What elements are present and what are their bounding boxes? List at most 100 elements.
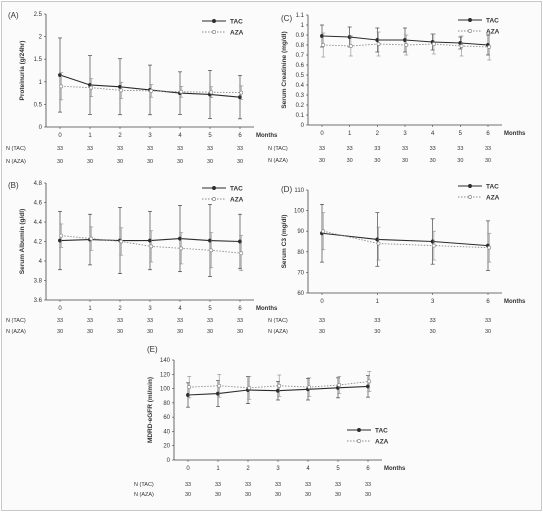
n-row-value: 33	[374, 318, 380, 324]
n-row-value: 33	[237, 146, 243, 152]
n-row-value: 30	[215, 492, 221, 498]
legend: TAC AZA	[458, 18, 500, 36]
x-tick-label: 3	[148, 306, 152, 312]
data-point	[431, 243, 436, 248]
y-tick-label: 1.1	[296, 13, 305, 19]
series-aza	[187, 371, 372, 400]
legend-label-aza: AZA	[230, 197, 244, 204]
series-aza	[59, 72, 244, 101]
y-axis-label: Serum C3 (mg/dl)	[281, 215, 288, 269]
n-row-value: 33	[147, 146, 153, 152]
y-tick-label: 0.8	[296, 43, 305, 49]
y-tick-label: 120	[160, 372, 171, 378]
series-line	[323, 230, 490, 249]
data-point	[149, 88, 154, 93]
data-point	[376, 241, 381, 246]
data-point	[119, 88, 124, 93]
y-tick-label: 40	[163, 429, 170, 435]
legend-marker-aza	[357, 439, 361, 443]
n-row-value: 33	[177, 146, 183, 152]
n-row-value: 30	[57, 329, 63, 335]
y-tick-label: 60	[163, 415, 170, 421]
data-point	[58, 238, 62, 243]
y-tick-label: 3.6	[34, 298, 43, 304]
n-row-value: 30	[177, 329, 183, 335]
y-tick-label: 0.3	[296, 93, 305, 99]
n-row-value: 30	[207, 159, 213, 165]
n-row-value: 30	[319, 329, 325, 335]
x-tick-label: 1	[88, 133, 92, 139]
x-tick-label: 6	[486, 131, 490, 137]
n-row-value: 33	[402, 146, 408, 152]
x-tick-label: 1	[88, 306, 92, 312]
data-point	[337, 383, 342, 387]
y-tick-label: 0	[301, 123, 305, 129]
legend-marker-tac	[212, 19, 216, 23]
n-row-value: 33	[485, 146, 491, 152]
data-point	[179, 246, 184, 251]
x-tick-label: 1	[376, 299, 380, 305]
legend-marker-aza	[212, 30, 216, 34]
y-tick-label: 60	[297, 291, 304, 297]
y-axis-label: MDRD-eGFR (ml/min)	[147, 377, 154, 443]
n-row-value: 33	[215, 482, 221, 488]
data-point	[321, 43, 326, 47]
n-row-value: 33	[117, 146, 123, 152]
legend-label-aza: AZA	[486, 195, 500, 202]
y-tick-label: 140	[160, 358, 171, 364]
data-point	[307, 385, 312, 390]
y-axis-label: Proteinuria (g/24hr)	[19, 41, 26, 101]
n-row-value: 33	[57, 146, 63, 152]
n-row-value: 33	[430, 318, 436, 324]
y-tick-label: 3.8	[34, 279, 43, 285]
n-row-value: 30	[305, 492, 311, 498]
data-point	[366, 384, 370, 389]
series-tac	[320, 24, 490, 56]
n-row-value: 33	[365, 482, 371, 488]
n-row-value: 30	[485, 158, 491, 164]
n-row-value: 33	[430, 146, 436, 152]
x-tick-label: 2	[376, 131, 380, 137]
x-tick-label: 6	[486, 299, 490, 305]
legend-marker-tac	[468, 184, 472, 188]
y-tick-label: 90	[297, 229, 304, 235]
n-row-value: 33	[374, 146, 380, 152]
data-point	[239, 251, 244, 256]
n-row-label: N (AZA)	[268, 329, 288, 335]
data-point	[59, 84, 64, 89]
panel-c: (C) 0 0.1 0.2 0.3 0.4 0.5 0.6 0.7 0.8 0.9 1 1.1 Serum…	[268, 13, 526, 164]
y-tick-label: 2.5	[34, 12, 43, 18]
x-tick-label: 0	[58, 133, 62, 139]
panel-b: (B) 3.6 3.8 4 4.2 4.4 4.6 4.8 Serum Albumin (g/d…	[6, 181, 278, 335]
n-row-value: 33	[87, 146, 93, 152]
y-tick-label: 0.2	[296, 103, 305, 109]
x-tick-label: 0	[320, 299, 324, 305]
n-row-value: 33	[117, 318, 123, 324]
data-point	[187, 385, 192, 390]
x-tick-label: 6	[366, 466, 370, 472]
y-tick-label: 0.1	[296, 113, 305, 119]
data-point	[238, 239, 242, 244]
n-row-value: 33	[319, 146, 325, 152]
legend-marker-aza	[468, 29, 472, 33]
y-tick-label: 4.4	[34, 220, 43, 226]
x-tick-label: 4	[178, 306, 182, 312]
x-tick-label: 3	[148, 133, 152, 139]
n-row-value: 30	[117, 159, 123, 165]
n-row-value: 30	[87, 329, 93, 335]
y-tick-label: 4.6	[34, 201, 43, 207]
y-axis-label: Serum Creatinine (mg/dl)	[281, 31, 288, 108]
data-point	[216, 391, 220, 396]
series-aza	[321, 31, 492, 61]
y-tick-label: 80	[163, 401, 170, 407]
data-point	[149, 244, 154, 249]
y-tick-label: 0.9	[296, 33, 305, 39]
series-tac	[320, 204, 490, 271]
n-row-label: N (TAC)	[268, 146, 288, 152]
x-tick-label: 0	[58, 306, 62, 312]
y-tick-label: 4.2	[34, 240, 43, 246]
n-row-value: 33	[207, 318, 213, 324]
n-row-value: 33	[245, 482, 251, 488]
n-row-value: 30	[430, 329, 436, 335]
